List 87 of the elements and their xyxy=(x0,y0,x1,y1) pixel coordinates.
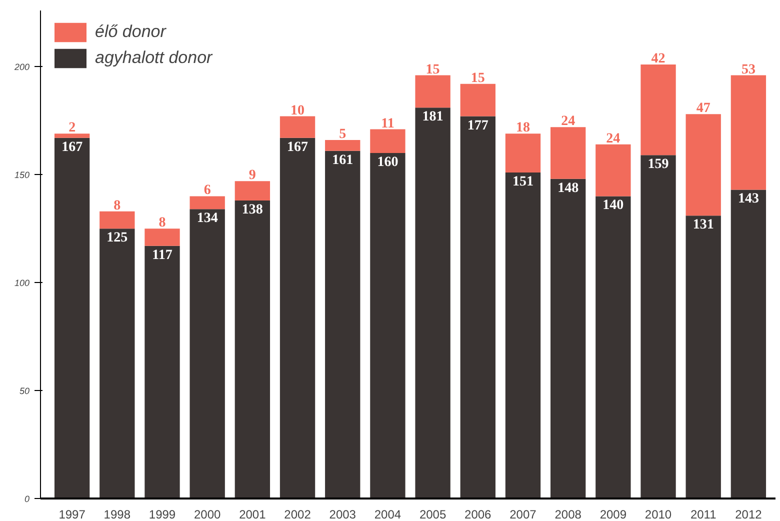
x-tick-label: 2005 xyxy=(419,508,446,521)
data-label: 138 xyxy=(242,202,263,218)
bar xyxy=(234,200,270,498)
data-label: 15 xyxy=(470,70,485,86)
x-tick-label: 2008 xyxy=(554,508,582,521)
data-label: 177 xyxy=(467,118,488,134)
x-tick-label: 1999 xyxy=(148,508,176,521)
bar xyxy=(415,108,450,498)
y-tick-label: 150 xyxy=(14,170,30,180)
x-tick-label: 2007 xyxy=(510,508,537,521)
data-label: 53 xyxy=(741,62,756,78)
data-label: 159 xyxy=(648,157,669,172)
data-label: 140 xyxy=(602,198,624,214)
bar xyxy=(144,228,180,246)
x-tick-label: 2012 xyxy=(735,508,762,521)
legend-label: agyhalott donor xyxy=(95,48,212,68)
bar xyxy=(144,246,180,498)
bar xyxy=(234,181,270,201)
data-label: 5 xyxy=(339,127,346,142)
x-tick-label: 2010 xyxy=(644,508,672,521)
data-label: 18 xyxy=(516,120,530,136)
bar xyxy=(325,150,360,498)
bar xyxy=(54,134,90,138)
data-label: 2 xyxy=(68,120,76,136)
bar xyxy=(460,116,496,498)
legend-label: élő donor xyxy=(95,22,166,42)
y-tick-label: 0 xyxy=(24,494,30,504)
data-label: 9 xyxy=(248,168,256,184)
bar xyxy=(730,190,766,498)
x-tick-label: 2004 xyxy=(374,508,402,521)
bar xyxy=(100,228,135,498)
bar xyxy=(280,138,316,498)
data-label: 10 xyxy=(290,103,305,118)
data-label: 148 xyxy=(558,180,579,196)
data-label: 6 xyxy=(204,183,211,198)
x-tick-label: 2000 xyxy=(194,508,222,521)
bar xyxy=(54,138,90,498)
data-label: 117 xyxy=(152,248,172,263)
x-tick-label: 1997 xyxy=(58,508,86,521)
bar xyxy=(730,75,766,190)
x-tick-label: 2002 xyxy=(284,508,312,521)
data-label: 24 xyxy=(606,131,620,146)
bar xyxy=(505,172,541,498)
data-label: 24 xyxy=(561,114,576,130)
data-label: 42 xyxy=(651,51,666,66)
bar xyxy=(550,127,586,179)
data-label: 151 xyxy=(512,174,534,190)
x-tick-label: 2001 xyxy=(239,508,266,521)
data-label: 143 xyxy=(738,192,759,207)
x-tick-label: 1998 xyxy=(104,508,131,521)
y-tick-label: 50 xyxy=(19,386,30,396)
bar xyxy=(325,140,360,151)
y-tick-label: 100 xyxy=(14,278,30,288)
bar xyxy=(640,64,676,156)
x-tick-label: 2009 xyxy=(600,508,627,521)
bar xyxy=(550,178,586,498)
data-label: 167 xyxy=(287,140,308,155)
bar xyxy=(280,116,316,138)
bar xyxy=(505,134,541,172)
bar xyxy=(190,209,225,498)
data-label: 134 xyxy=(196,211,218,226)
data-label: 125 xyxy=(106,230,128,246)
bar xyxy=(460,84,496,116)
bar xyxy=(596,196,631,498)
data-label: 8 xyxy=(114,198,121,214)
bar xyxy=(686,216,721,498)
bar xyxy=(686,114,721,216)
bar xyxy=(415,75,450,108)
data-label: 161 xyxy=(332,152,354,168)
data-label: 15 xyxy=(426,62,440,78)
x-tick-label: 2011 xyxy=(690,508,717,521)
x-tick-label: 2006 xyxy=(464,508,492,521)
data-label: 167 xyxy=(62,140,83,155)
x-tick-label: 2003 xyxy=(329,508,356,521)
bar xyxy=(370,153,406,498)
data-label: 131 xyxy=(692,218,714,233)
bar xyxy=(100,211,135,229)
data-label: 181 xyxy=(422,110,444,125)
data-label: 11 xyxy=(381,116,394,132)
data-label: 8 xyxy=(158,216,166,231)
y-tick-label: 200 xyxy=(13,62,30,72)
bar xyxy=(596,144,631,196)
data-label: 47 xyxy=(696,101,710,116)
data-label: 160 xyxy=(377,155,398,170)
bar xyxy=(370,129,406,154)
bar xyxy=(640,155,676,498)
bar xyxy=(190,196,225,210)
